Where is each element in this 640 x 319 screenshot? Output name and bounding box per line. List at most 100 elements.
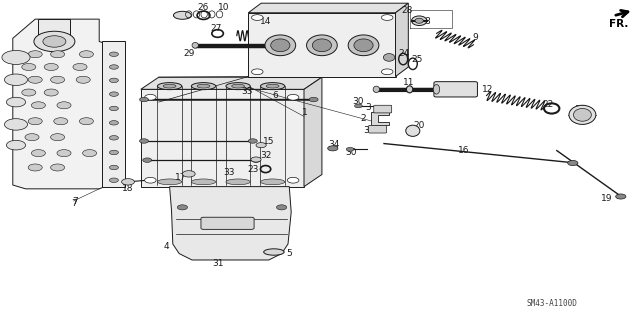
Circle shape [109, 121, 118, 125]
Circle shape [44, 63, 58, 70]
Circle shape [6, 140, 26, 150]
Polygon shape [371, 112, 389, 125]
Text: 3: 3 [366, 103, 371, 112]
Circle shape [6, 97, 26, 107]
Text: 11: 11 [403, 78, 414, 87]
Circle shape [51, 51, 65, 58]
Text: 7: 7 [73, 197, 78, 206]
Circle shape [57, 102, 71, 109]
Ellipse shape [157, 83, 182, 90]
Circle shape [145, 177, 156, 183]
Circle shape [109, 78, 118, 83]
Text: 27: 27 [211, 24, 222, 33]
Circle shape [43, 36, 66, 47]
Ellipse shape [173, 11, 191, 19]
Text: 26: 26 [198, 3, 209, 11]
Circle shape [140, 97, 148, 102]
Circle shape [28, 51, 42, 58]
Circle shape [109, 178, 118, 182]
Text: 24: 24 [399, 49, 410, 58]
Text: 13: 13 [575, 105, 587, 114]
FancyBboxPatch shape [434, 82, 477, 97]
Text: 14: 14 [260, 17, 271, 26]
Ellipse shape [226, 83, 250, 90]
Ellipse shape [197, 84, 210, 88]
Ellipse shape [264, 249, 284, 255]
Circle shape [287, 94, 299, 100]
Circle shape [143, 158, 152, 162]
Circle shape [34, 31, 75, 52]
Ellipse shape [573, 108, 591, 121]
Ellipse shape [373, 86, 380, 93]
Text: 20: 20 [413, 121, 425, 130]
Circle shape [182, 171, 195, 177]
Circle shape [248, 139, 257, 143]
Circle shape [28, 118, 42, 125]
Circle shape [4, 119, 28, 130]
Circle shape [4, 74, 28, 85]
Circle shape [276, 205, 287, 210]
Text: 4: 4 [164, 242, 169, 251]
Ellipse shape [412, 16, 427, 26]
Circle shape [28, 164, 42, 171]
Polygon shape [170, 187, 291, 260]
Ellipse shape [260, 83, 285, 90]
Circle shape [25, 134, 39, 141]
Ellipse shape [569, 105, 596, 124]
Circle shape [109, 165, 118, 170]
Ellipse shape [271, 39, 290, 52]
Circle shape [54, 118, 68, 125]
Circle shape [256, 143, 266, 148]
Text: 17: 17 [175, 173, 186, 182]
Text: 18: 18 [122, 184, 134, 193]
Circle shape [122, 179, 134, 185]
Ellipse shape [232, 84, 244, 88]
Circle shape [79, 51, 93, 58]
Circle shape [109, 150, 118, 155]
Ellipse shape [266, 84, 279, 88]
Ellipse shape [226, 179, 250, 185]
Polygon shape [141, 77, 322, 89]
Polygon shape [396, 3, 408, 77]
Text: 3: 3 [364, 126, 369, 135]
Ellipse shape [312, 39, 332, 52]
Polygon shape [248, 13, 396, 77]
FancyBboxPatch shape [201, 217, 254, 229]
Circle shape [2, 50, 30, 64]
Text: 9: 9 [472, 33, 477, 42]
Text: 31: 31 [212, 259, 223, 268]
Ellipse shape [433, 85, 440, 94]
Polygon shape [102, 41, 125, 187]
Text: SM43-A1100D: SM43-A1100D [526, 299, 577, 308]
Circle shape [57, 150, 71, 157]
Text: 30: 30 [345, 148, 356, 157]
Circle shape [76, 76, 90, 83]
Ellipse shape [307, 35, 337, 56]
Circle shape [251, 157, 261, 162]
Circle shape [109, 106, 118, 111]
Circle shape [22, 63, 36, 70]
Circle shape [177, 205, 188, 210]
Ellipse shape [191, 179, 216, 185]
Text: 15: 15 [263, 137, 275, 146]
Text: 23: 23 [247, 165, 259, 174]
Text: 16: 16 [458, 146, 470, 155]
Text: 28: 28 [401, 6, 413, 15]
Text: 2: 2 [361, 114, 366, 122]
Text: 19: 19 [601, 194, 612, 203]
Text: 12: 12 [482, 85, 493, 94]
Circle shape [51, 134, 65, 141]
FancyBboxPatch shape [369, 125, 387, 133]
Ellipse shape [163, 84, 176, 88]
Polygon shape [38, 19, 70, 38]
Polygon shape [141, 89, 304, 187]
Circle shape [28, 76, 42, 83]
Circle shape [31, 150, 45, 157]
Text: 6: 6 [273, 91, 278, 100]
Circle shape [252, 158, 260, 162]
Circle shape [22, 89, 36, 96]
Polygon shape [13, 19, 109, 189]
Polygon shape [304, 77, 322, 187]
Text: 33: 33 [241, 87, 253, 96]
Circle shape [252, 69, 263, 75]
